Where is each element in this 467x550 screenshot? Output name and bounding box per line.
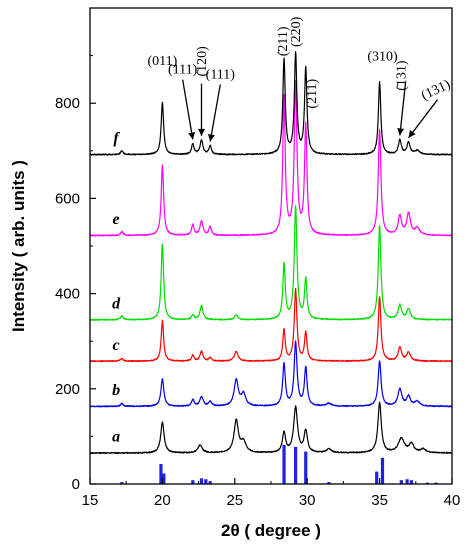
peak-label: (̄211) <box>276 26 291 56</box>
y-axis-title: Intensity ( arb. units ) <box>9 160 28 332</box>
x-tick-label: 35 <box>371 492 388 509</box>
reference-line-12 <box>380 457 385 484</box>
reference-line-6 <box>208 481 212 484</box>
series-label-a: a <box>112 429 120 446</box>
reference-pattern <box>120 444 438 484</box>
peak-arrowhead <box>197 128 205 136</box>
reference-line-2 <box>162 473 166 484</box>
peak-label: (111) <box>206 67 236 82</box>
x-tick-label: 20 <box>154 492 171 509</box>
peak-arrow <box>399 81 407 136</box>
series-trace-d <box>89 205 453 321</box>
x-axis-title: 2θ ( degree ) <box>221 521 321 540</box>
x-tick-label: 40 <box>444 492 461 509</box>
x-tick-label: 15 <box>82 492 99 509</box>
peak-annotations: (011)(̄111)(̄120)(111) (̄211)(220) (211) (3… <box>147 16 453 142</box>
peak-label: (̄120) <box>195 46 210 77</box>
peak-arrowhead <box>207 133 215 142</box>
peak-label: (220) <box>289 16 304 47</box>
reference-line-0 <box>120 482 124 484</box>
y-tick-label: 200 <box>55 381 80 398</box>
reference-line-11 <box>375 471 379 484</box>
reference-line-4 <box>199 478 204 484</box>
y-tick-label: 0 <box>72 476 80 493</box>
reference-line-10 <box>327 482 331 484</box>
peak-label: (011) <box>147 54 177 69</box>
reference-line-16 <box>425 482 429 484</box>
peak-label: (211) <box>305 78 320 108</box>
series-layer <box>89 51 453 455</box>
reference-line-3 <box>191 480 195 484</box>
series-trace-e <box>89 80 453 237</box>
reference-line-7 <box>282 444 286 484</box>
series-label-b: b <box>112 382 120 399</box>
peak-arrow <box>182 79 194 140</box>
series-trace-f <box>89 51 453 156</box>
x-tick-label: 30 <box>299 492 316 509</box>
peak-arrowhead <box>397 128 405 136</box>
y-tick-label: 400 <box>55 286 80 303</box>
series-labels: a b c d e f <box>112 130 121 445</box>
y-tick-label: 600 <box>55 190 80 207</box>
peak-label: (̄131) <box>395 60 410 91</box>
series-trace-c <box>89 287 453 363</box>
series-label-c: c <box>113 337 120 354</box>
reference-line-14 <box>405 479 409 484</box>
peak-label: (̄111) <box>168 63 198 78</box>
reference-line-13 <box>399 480 403 484</box>
reference-line-1 <box>159 464 163 484</box>
series-label-e: e <box>113 211 120 228</box>
peak-arrowhead <box>188 132 196 140</box>
peak-arrow <box>408 99 439 139</box>
peak-label: (131) <box>419 77 453 104</box>
reference-line-17 <box>434 482 438 484</box>
reference-line-8 <box>294 446 298 484</box>
y-tick-label: 800 <box>55 95 80 112</box>
peak-arrowhead <box>408 130 416 138</box>
reference-line-9 <box>304 451 308 484</box>
series-label-d: d <box>112 295 121 312</box>
x-tick-label: 25 <box>226 492 243 509</box>
peak-label: (310) <box>367 49 398 64</box>
reference-line-15 <box>409 480 414 484</box>
peak-arrow <box>209 84 221 142</box>
reference-line-5 <box>204 479 208 484</box>
series-trace-a <box>89 401 453 455</box>
series-trace-b <box>89 340 453 408</box>
series-label-f: f <box>113 130 120 147</box>
